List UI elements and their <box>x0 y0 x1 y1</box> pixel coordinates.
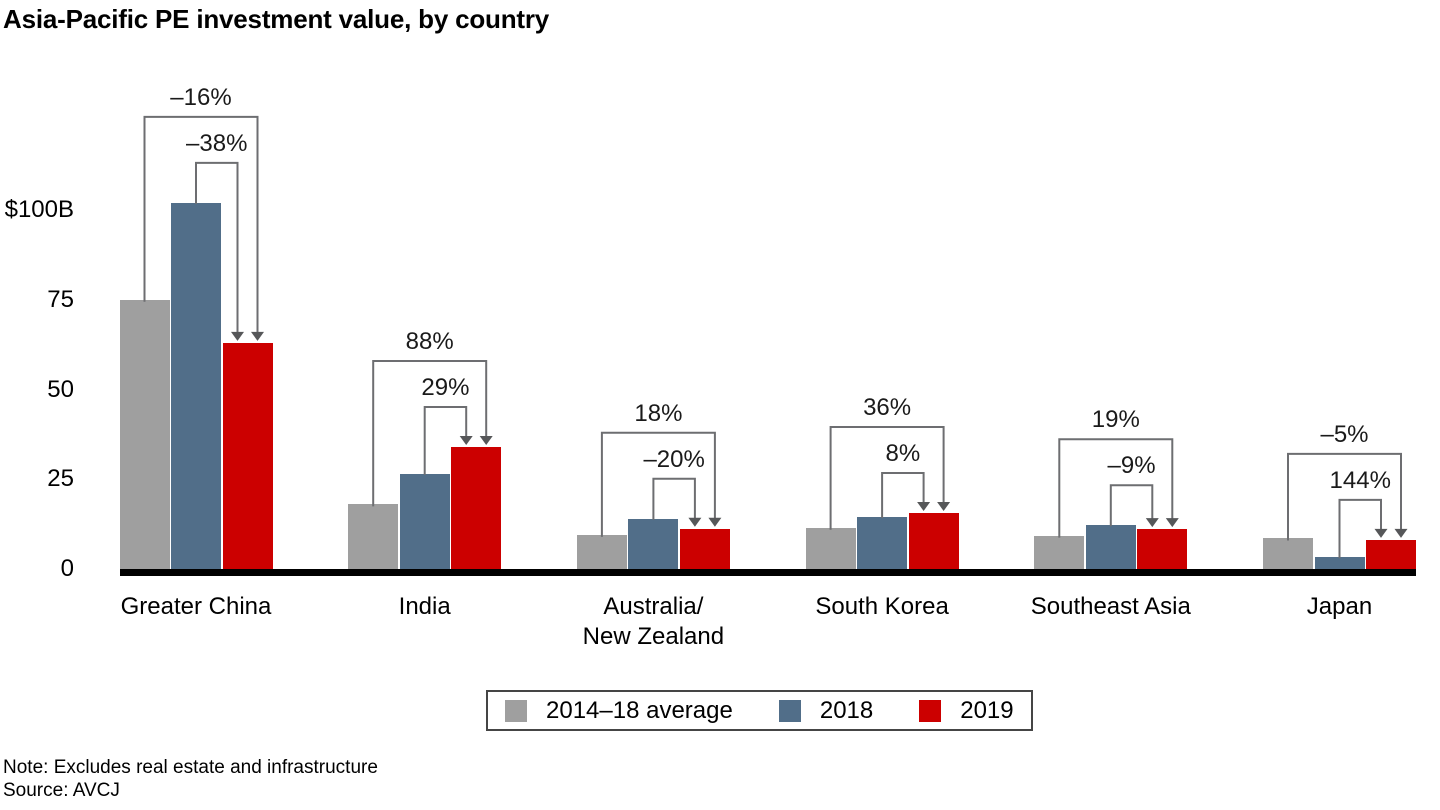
legend-swatch-2018 <box>778 699 801 722</box>
bar-2014-18-average-japan <box>1263 538 1313 569</box>
bar-2018-australia-new-zealand <box>628 518 679 569</box>
bar-2019-greater-china <box>222 342 273 569</box>
pct-outer-australia-new-zealand: 18% <box>634 399 683 427</box>
bar-2014-18-average-southeast-asia <box>1034 535 1085 569</box>
y-tick-100: $100B <box>4 196 74 223</box>
arrowhead-icon <box>1394 528 1408 538</box>
x-axis-line <box>119 569 1416 576</box>
arrowhead-icon <box>708 517 722 527</box>
pct-outer-south-korea: 36% <box>863 393 912 421</box>
bar-2014-18-average-india <box>348 504 399 569</box>
bar-2018-india <box>399 473 450 569</box>
x-label-india: India <box>398 593 451 620</box>
x-label-greater-china: Greater China <box>120 593 272 620</box>
legend-label-2018: 2018 <box>819 696 874 724</box>
bar-2018-south-korea <box>857 516 908 569</box>
legend-label-2014-18-average: 2014–18 average <box>546 696 733 724</box>
x-label-japan: Japan <box>1306 593 1373 620</box>
bar-2018-southeast-asia <box>1085 525 1136 569</box>
pct-inner-greater-china: –38% <box>186 129 248 157</box>
bar-2014-18-average-south-korea <box>805 527 856 569</box>
bracket-inner-south-korea <box>881 471 925 518</box>
x-label-australia-new-zealand: Australia/New Zealand <box>582 593 725 650</box>
arrowhead-icon <box>459 435 473 445</box>
bar-2019-japan <box>1366 539 1416 569</box>
pct-inner-india: 29% <box>421 373 470 401</box>
y-tick-50: 50 <box>47 375 74 403</box>
note-text: Note: Excludes real estate and infrastru… <box>3 757 378 778</box>
arrowhead-icon <box>937 501 951 511</box>
arrowhead-icon <box>479 435 493 445</box>
pct-inner-south-korea: 8% <box>885 439 921 467</box>
arrowhead-icon <box>251 331 264 341</box>
legend-swatch-2019 <box>919 699 942 722</box>
legend-item-2018: 2018 <box>778 696 874 725</box>
pct-inner-australia-new-zealand: –20% <box>643 445 705 473</box>
bar-2014-18-average-greater-china <box>119 299 170 569</box>
y-tick-0: 0 <box>60 555 74 582</box>
legend: 2014–18 average 2018 2019 <box>486 690 1033 731</box>
bracket-inner-australia-new-zealand <box>652 477 696 520</box>
chart-title: Asia-Pacific PE investment value, by cou… <box>3 4 550 34</box>
bar-2019-southeast-asia <box>1137 529 1188 569</box>
pct-inner-southeast-asia: –9% <box>1107 452 1156 480</box>
arrowhead-icon <box>1145 518 1159 528</box>
pct-inner-japan: 144% <box>1329 466 1391 494</box>
arrowhead-icon <box>1165 518 1179 528</box>
bar-2019-south-korea <box>908 512 959 569</box>
pct-outer-southeast-asia: 19% <box>1091 406 1140 434</box>
bar-2014-18-average-australia-new-zealand <box>576 534 627 569</box>
bracket-inner-southeast-asia <box>1109 484 1154 527</box>
arrowhead-icon <box>1374 528 1388 538</box>
arrowhead-icon <box>688 517 702 527</box>
legend-label-2019: 2019 <box>960 696 1014 724</box>
legend-item-2019: 2019 <box>919 696 1014 725</box>
bar-2018-japan <box>1314 557 1365 569</box>
arrowhead-icon <box>231 331 244 341</box>
bar-2019-india <box>451 446 502 569</box>
x-label-southeast-asia: Southeast Asia <box>1030 593 1191 620</box>
legend-swatch-2014-18-average <box>505 699 527 722</box>
y-tick-75: 75 <box>47 285 74 313</box>
pct-outer-india: 88% <box>405 327 454 355</box>
pct-outer-greater-china: –16% <box>170 83 232 111</box>
bar-2018-greater-china <box>171 202 221 569</box>
footer: Note: Excludes real estate and infrastru… <box>3 756 378 802</box>
source-text: Source: AVCJ <box>3 780 120 801</box>
bar-2019-australia-new-zealand <box>679 528 730 569</box>
legend-item-2014-18-average: 2014–18 average <box>505 697 733 725</box>
arrowhead-icon <box>917 501 931 511</box>
x-label-south-korea: South Korea <box>815 593 949 620</box>
pct-outer-japan: –5% <box>1320 420 1369 448</box>
y-tick-25: 25 <box>47 465 74 493</box>
